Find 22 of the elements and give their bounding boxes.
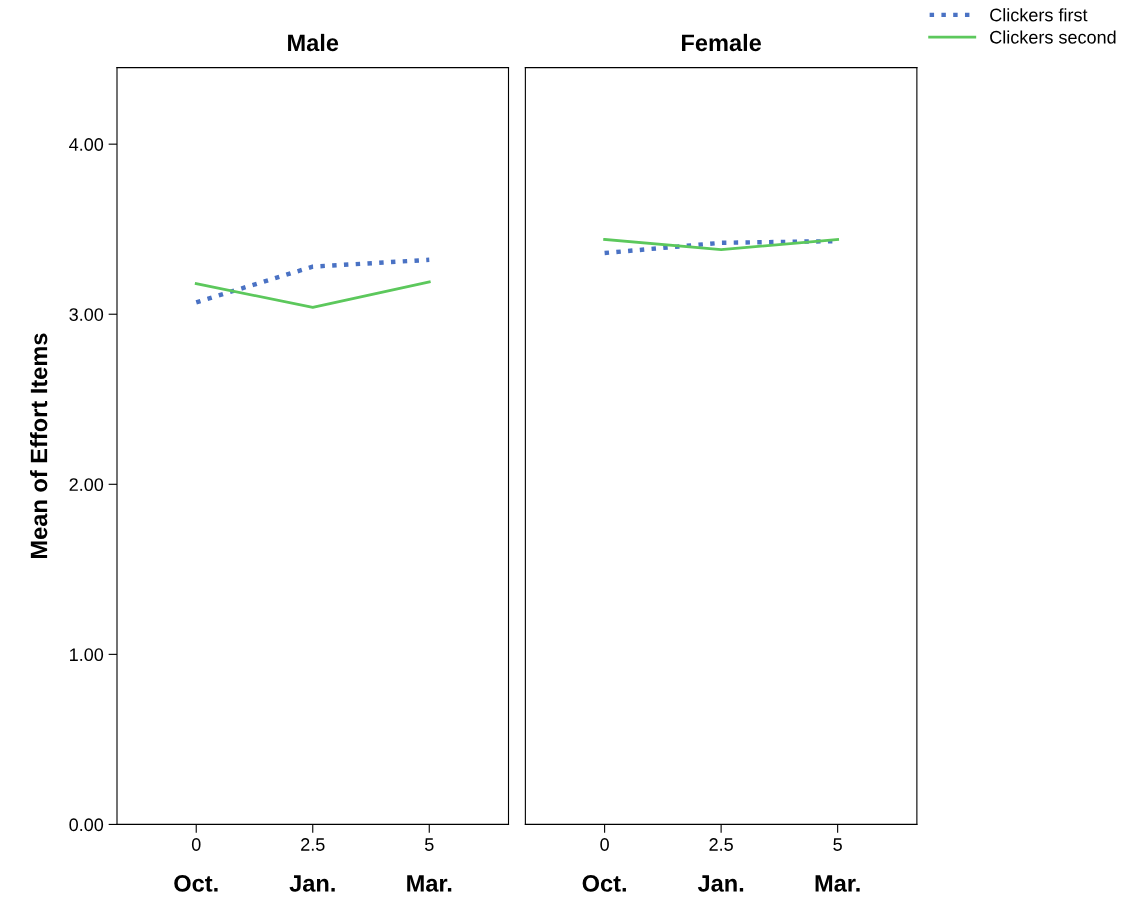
legend-label: Clickers second	[990, 30, 1116, 44]
text: Jan.	[289, 875, 335, 892]
x-tick-label: 0	[191, 838, 201, 851]
y-tick-label: 3.00	[69, 308, 104, 321]
x-tick-label: 5	[424, 838, 434, 851]
text: Oct.	[174, 875, 218, 892]
x-tick-label: 2.5	[709, 838, 733, 851]
y-tick-label: 4.00	[69, 138, 104, 151]
legend-label: Clickers first	[990, 8, 1088, 22]
text: Oct.	[582, 875, 626, 892]
x-tick-label: 2.5	[301, 838, 325, 851]
text: Mar.	[407, 875, 452, 892]
y-axis-title: Mean of Effort Items	[29, 333, 48, 558]
y-tick-label: 2.00	[69, 478, 104, 492]
x-tick-label: 5	[833, 838, 842, 851]
chart-title: Male	[288, 33, 339, 52]
text: Jan.	[697, 875, 744, 892]
y-tick-label: 1.00	[70, 648, 104, 662]
y-tick-label: 0.00	[69, 818, 104, 832]
x-tick-label: 0	[600, 838, 609, 851]
chart-title: Female	[682, 33, 762, 52]
text: Mar.	[815, 875, 860, 892]
